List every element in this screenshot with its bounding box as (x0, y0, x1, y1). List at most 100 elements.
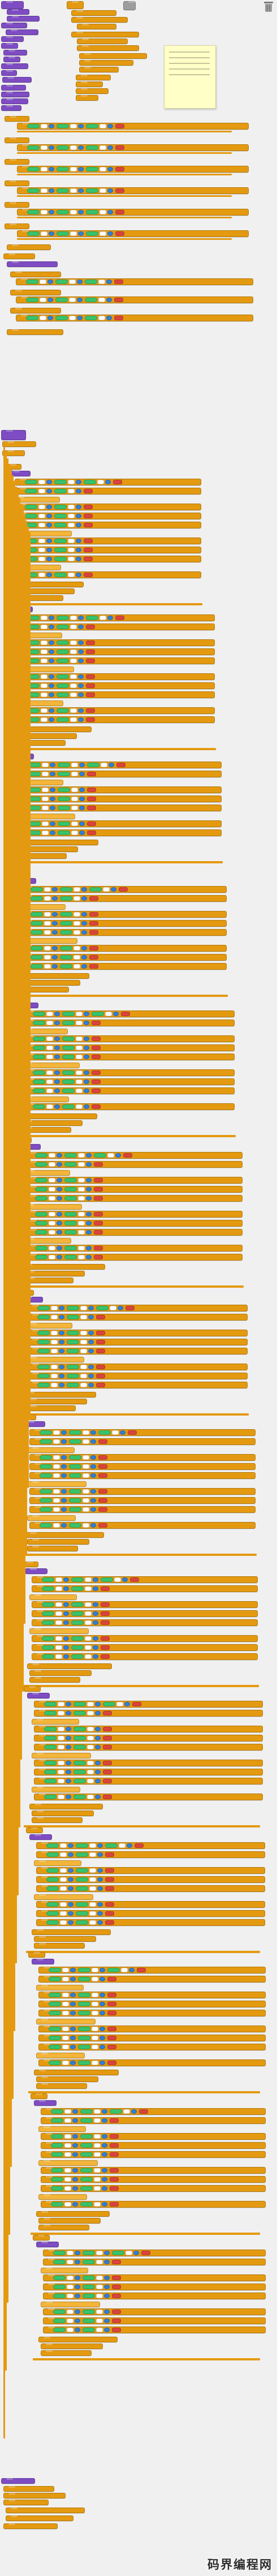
statement-block[interactable] (27, 1539, 89, 1545)
logic-compare-block[interactable] (78, 2027, 90, 2031)
statement-block[interactable] (3, 2500, 49, 2505)
text-value-block[interactable] (87, 806, 96, 810)
text-value-block[interactable] (96, 1374, 105, 1378)
value-block[interactable] (57, 1162, 62, 1167)
logic-compare-block[interactable] (40, 1464, 52, 1469)
logic-compare-block[interactable] (35, 1212, 47, 1216)
text-value-block[interactable] (94, 1187, 103, 1192)
value-slot[interactable] (67, 2319, 73, 2323)
statement-block[interactable] (7, 9, 29, 15)
value-block[interactable] (99, 1977, 105, 1981)
text-value-block[interactable] (94, 1178, 103, 1182)
value-block[interactable] (50, 822, 55, 826)
text-value-block[interactable] (98, 1507, 107, 1512)
value-slot[interactable] (71, 772, 78, 776)
logic-compare-block[interactable] (57, 717, 69, 722)
logic-compare-block[interactable] (96, 1306, 109, 1310)
value-slot[interactable] (78, 1153, 85, 1158)
value-slot[interactable] (97, 480, 104, 484)
text-value-block[interactable] (115, 145, 124, 150)
value-block[interactable] (46, 548, 52, 552)
set-value-block[interactable] (20, 945, 227, 952)
statement-block[interactable] (76, 95, 98, 101)
value-slot[interactable] (60, 1843, 67, 1848)
value-block[interactable] (104, 2319, 110, 2323)
logic-compare-block[interactable] (31, 921, 43, 926)
value-block[interactable] (88, 1340, 94, 1344)
logic-compare-block[interactable] (55, 316, 68, 320)
value-block[interactable] (61, 1464, 67, 1469)
statement-block[interactable] (38, 2160, 98, 2166)
value-block[interactable] (88, 1365, 94, 1369)
statement-block[interactable] (29, 1670, 92, 1676)
value-slot[interactable] (68, 523, 75, 527)
value-block[interactable] (52, 930, 58, 935)
text-value-block[interactable] (89, 946, 98, 951)
text-value-block[interactable] (103, 1795, 112, 1799)
value-slot[interactable] (58, 1761, 64, 1765)
value-slot[interactable] (67, 2310, 73, 2314)
text-value-block[interactable] (101, 1611, 110, 1616)
text-value-block[interactable] (94, 1255, 103, 1259)
value-block[interactable] (79, 822, 85, 826)
value-slot[interactable] (70, 693, 77, 697)
value-block[interactable] (106, 298, 112, 302)
value-block[interactable] (72, 2186, 78, 2191)
text-value-block[interactable] (115, 188, 124, 193)
value-slot[interactable] (94, 2118, 101, 2123)
value-slot[interactable] (85, 1645, 92, 1650)
value-block[interactable] (49, 616, 54, 620)
statement-block[interactable] (25, 1405, 76, 1411)
value-slot[interactable] (94, 2109, 101, 2114)
statement-block[interactable] (23, 1204, 82, 1210)
logic-compare-block[interactable] (60, 955, 72, 960)
logic-compare-block[interactable] (58, 831, 70, 835)
logic-compare-block[interactable] (54, 539, 67, 543)
value-block[interactable] (72, 2118, 78, 2123)
text-value-block[interactable] (105, 1852, 114, 1857)
logic-compare-block[interactable] (80, 2152, 93, 2157)
text-value-block[interactable] (116, 763, 125, 767)
value-slot[interactable] (42, 797, 49, 801)
value-block[interactable] (63, 1577, 69, 1582)
statement-block[interactable] (10, 308, 61, 313)
value-block[interactable] (52, 955, 58, 960)
value-block[interactable] (78, 188, 84, 193)
logic-compare-block[interactable] (62, 1070, 75, 1075)
value-block[interactable] (75, 2251, 80, 2255)
logic-compare-block[interactable] (42, 1645, 54, 1650)
value-block[interactable] (59, 1349, 64, 1353)
statement-block[interactable] (41, 2268, 88, 2273)
logic-compare-block[interactable] (107, 1968, 120, 1972)
logic-compare-block[interactable] (33, 1104, 45, 1109)
logic-compare-block[interactable] (27, 210, 40, 214)
value-block[interactable] (70, 1993, 76, 1997)
value-block[interactable] (68, 1902, 73, 1907)
value-slot[interactable] (78, 1221, 85, 1225)
value-slot[interactable] (46, 1046, 53, 1050)
value-slot[interactable] (73, 930, 80, 935)
statement-block[interactable] (1, 98, 28, 104)
logic-compare-block[interactable] (76, 1852, 88, 1857)
value-slot[interactable] (94, 2134, 101, 2139)
value-block[interactable] (78, 650, 84, 654)
value-slot[interactable] (70, 717, 77, 722)
value-slot[interactable] (80, 1331, 87, 1335)
logic-compare-block[interactable] (49, 1993, 61, 1997)
value-block[interactable] (66, 1702, 71, 1706)
value-slot[interactable] (73, 946, 80, 951)
text-value-block[interactable] (103, 1770, 112, 1774)
value-block[interactable] (93, 1586, 98, 1591)
text-value-block[interactable] (105, 1877, 114, 1882)
text-value-block[interactable] (115, 124, 124, 128)
value-slot[interactable] (94, 2177, 101, 2182)
text-value-block[interactable] (89, 930, 98, 935)
value-block[interactable] (76, 548, 81, 552)
logic-compare-block[interactable] (37, 1365, 50, 1369)
statement-block[interactable] (25, 1532, 104, 1538)
procedure-hat-block[interactable] (67, 1, 84, 9)
value-block[interactable] (95, 1779, 101, 1783)
statement-block[interactable] (3, 2523, 58, 2529)
value-slot[interactable] (38, 557, 45, 561)
logic-compare-block[interactable] (60, 887, 72, 892)
